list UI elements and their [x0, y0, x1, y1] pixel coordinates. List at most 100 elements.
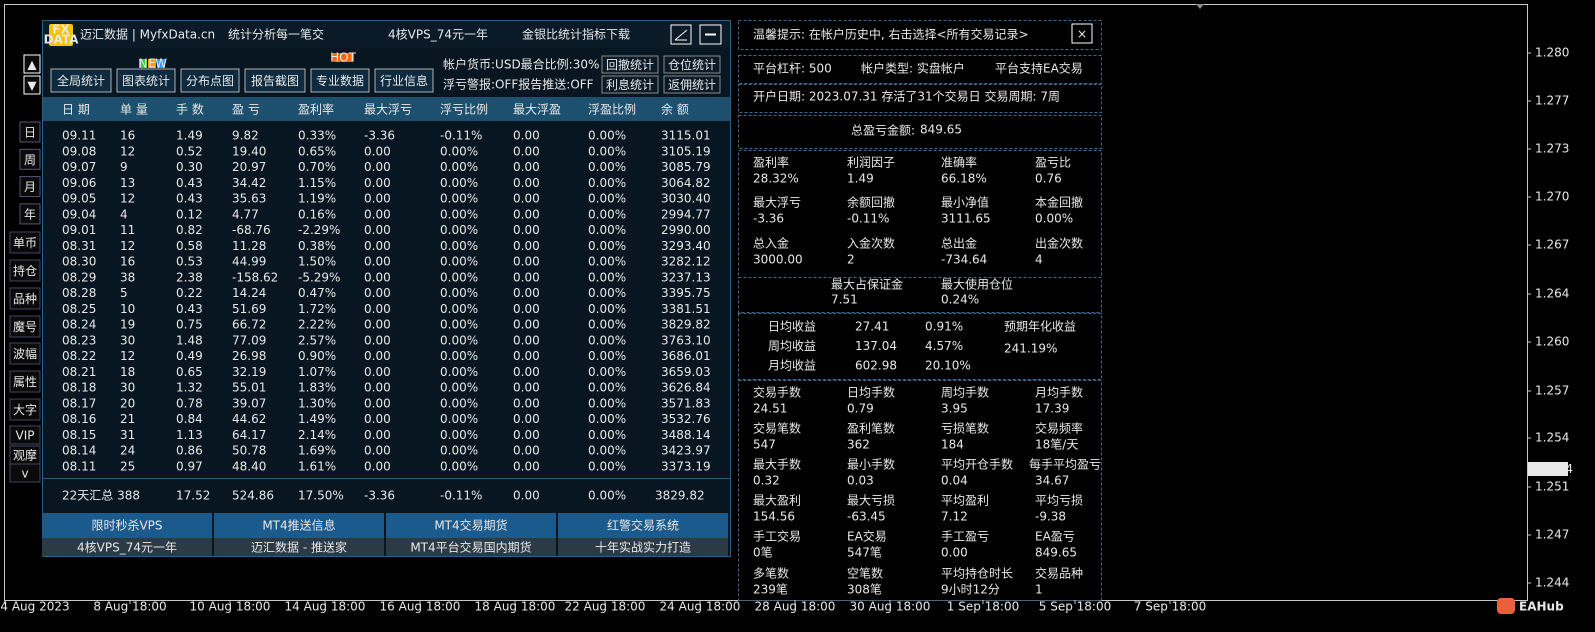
table-cell: 12: [120, 144, 135, 158]
stat-label: 最大浮亏: [753, 196, 801, 210]
toolbar-button-box[interactable]: [374, 68, 434, 93]
table-cell: 0.00: [364, 160, 391, 174]
banner-bottom[interactable]: [386, 538, 556, 556]
table-cell: 0.00: [513, 396, 540, 410]
stat-value: -0.11%: [847, 212, 889, 226]
return-cell: 137.04: [855, 339, 897, 353]
summary-cell: 17.52: [176, 489, 210, 503]
toolbar-button-box[interactable]: [180, 68, 240, 93]
table-cell: 0.65%: [298, 144, 336, 158]
table-cell: 14.24: [232, 286, 266, 300]
table-cell: 0.00%: [588, 381, 626, 395]
toolbar-button-box[interactable]: [244, 68, 306, 93]
table-cell: 0.97: [176, 459, 203, 473]
table-cell: 0.22: [176, 286, 203, 300]
banner-top[interactable]: [386, 513, 556, 538]
menu-button-box[interactable]: [9, 315, 41, 338]
menu-button-box[interactable]: [9, 370, 41, 393]
return-cell: 日均收益: [768, 320, 816, 334]
time-label: 1 Sep 18:00: [947, 600, 1019, 614]
time-label: 7 Sep 18:00: [1134, 600, 1206, 614]
scroll-arrow-box[interactable]: [23, 75, 41, 95]
table-cell: 0.00: [513, 459, 540, 473]
table-cell: 0.00: [364, 239, 391, 253]
menu-button-box[interactable]: [9, 342, 41, 365]
table-cell: 20.97: [232, 160, 266, 174]
banner-top[interactable]: [558, 513, 728, 538]
table-cell: 0.00%: [588, 412, 626, 426]
table-cell: 11: [120, 223, 135, 237]
toolbar-button-box[interactable]: [116, 68, 176, 93]
period-button-box[interactable]: [19, 176, 41, 198]
table-cell: 1.32: [176, 381, 203, 395]
scroll-arrow-box[interactable]: [23, 54, 41, 74]
menu-button-box[interactable]: [9, 398, 41, 421]
toolbar-button-box[interactable]: [50, 68, 112, 93]
table-cell: 0.00%: [440, 192, 478, 206]
table-cell: 0.30: [176, 160, 203, 174]
table-cell: 0.00%: [440, 302, 478, 316]
table-cell: 09.04: [62, 207, 96, 221]
close-button-box[interactable]: [1071, 23, 1093, 44]
table-cell: 0.00%: [588, 223, 626, 237]
table-cell: 3030.40: [661, 192, 711, 206]
stat-button-box[interactable]: [601, 55, 659, 74]
stat-label: 手工交易: [753, 529, 801, 544]
column-header: 手 数: [176, 102, 204, 117]
period-button-box[interactable]: [19, 203, 41, 225]
menu-button-box[interactable]: [9, 231, 41, 254]
table-cell: 50.78: [232, 444, 266, 458]
table-cell: 0.00%: [588, 270, 626, 284]
table-cell: 51.69: [232, 302, 266, 316]
banner-subtitle: 十年实战实力打造: [595, 540, 691, 555]
toolbar-button-box[interactable]: [310, 68, 370, 93]
banner-top[interactable]: [214, 513, 384, 538]
period-button-box[interactable]: [19, 148, 41, 170]
table-cell: 1.49%: [298, 412, 336, 426]
stat-button-box[interactable]: [663, 75, 721, 94]
table-cell: 0.00: [364, 349, 391, 363]
table-cell: 2.14%: [298, 428, 336, 442]
column-header: 浮盈比例: [588, 103, 636, 117]
menu-button-box[interactable]: [9, 425, 41, 445]
stats-section: [738, 150, 1102, 278]
table-cell: 0.00%: [440, 365, 478, 379]
table-cell: 0.00%: [440, 396, 478, 410]
watermark: EAHub: [1519, 600, 1564, 614]
stat-label: 手工盈亏: [941, 530, 989, 544]
period-button-box[interactable]: [19, 121, 41, 143]
stat-label: 利润因子: [847, 156, 895, 170]
stat-label: 出金次数: [1035, 236, 1083, 251]
stat-value: 4: [1035, 253, 1043, 267]
stat-label: EA盈亏: [1035, 530, 1075, 544]
banner-bottom[interactable]: [214, 538, 384, 556]
table-cell: 0.00%: [440, 160, 478, 174]
table-cell: 08.23: [62, 333, 96, 347]
table-cell: 25: [120, 459, 135, 473]
table-cell: 3829.82: [661, 318, 711, 332]
table-cell: 0.12: [176, 207, 203, 221]
time-label: 8 Aug 18:00: [93, 600, 166, 614]
period-button: 周: [24, 153, 36, 167]
stat-value: 66.18%: [941, 172, 987, 186]
stat-button-box[interactable]: [663, 55, 721, 74]
stat-value: 9小时12分: [941, 583, 1000, 597]
table-cell: 0.00%: [440, 318, 478, 332]
stat-value: 0.79: [847, 402, 874, 416]
banner-top[interactable]: [42, 513, 212, 538]
table-cell: 0.00: [513, 270, 540, 284]
menu-button-box[interactable]: [9, 259, 41, 282]
table-cell: 08.30: [62, 255, 96, 269]
menu-button-box[interactable]: [9, 287, 41, 310]
table-cell: 0.70%: [298, 160, 336, 174]
platform-info: 平台支持EA交易: [995, 61, 1083, 76]
stats-section: [738, 313, 1102, 380]
banner-bottom[interactable]: [558, 538, 728, 556]
menu-button-box[interactable]: [9, 463, 41, 483]
stat-label: 亏损笔数: [941, 421, 989, 436]
table-cell: 0.00: [364, 459, 391, 473]
stat-button-box[interactable]: [601, 75, 659, 94]
stats-section: [738, 20, 1102, 50]
return-cell: 周均收益: [768, 339, 816, 353]
banner-bottom[interactable]: [42, 538, 212, 556]
